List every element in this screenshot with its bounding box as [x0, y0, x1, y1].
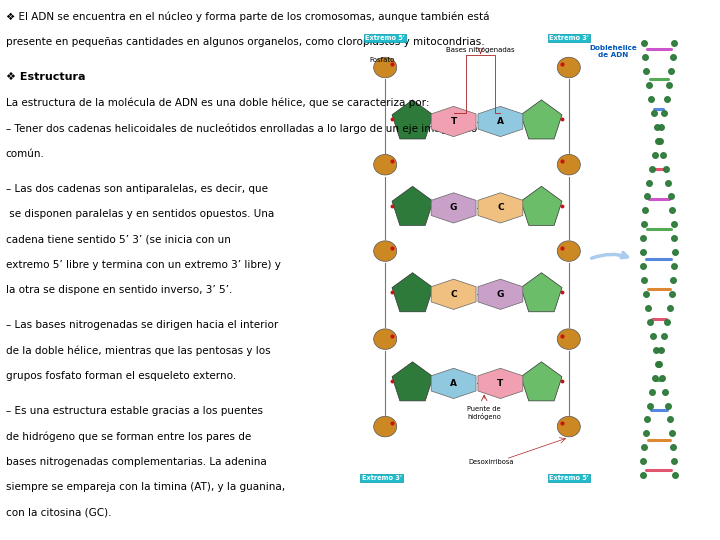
Ellipse shape [557, 241, 580, 261]
Text: Desoxirribosa: Desoxirribosa [469, 458, 514, 465]
Text: G: G [497, 290, 504, 299]
Polygon shape [521, 186, 562, 225]
Ellipse shape [374, 241, 397, 261]
Text: T: T [498, 379, 503, 388]
Text: T: T [451, 117, 456, 126]
Ellipse shape [374, 416, 397, 437]
Text: – Las dos cadenas son antiparalelas, es decir, que: – Las dos cadenas son antiparalelas, es … [6, 184, 268, 194]
Text: Extremo 3': Extremo 3' [361, 475, 402, 481]
Ellipse shape [374, 57, 397, 78]
Polygon shape [521, 273, 562, 312]
Text: presente en pequeñas cantidades en algunos organelos, como cloroplastos y mitoco: presente en pequeñas cantidades en algun… [6, 37, 485, 48]
Text: se disponen paralelas y en sentidos opuestos. Una: se disponen paralelas y en sentidos opue… [6, 209, 274, 219]
Text: G: G [450, 204, 457, 212]
Polygon shape [392, 362, 433, 401]
Text: siempre se empareja con la timina (AT), y la guanina,: siempre se empareja con la timina (AT), … [6, 482, 285, 492]
Text: ❖ Estructura: ❖ Estructura [6, 72, 85, 83]
Text: Bases nitrogenadas: Bases nitrogenadas [446, 46, 515, 53]
Text: grupos fosfato forman el esqueleto externo.: grupos fosfato forman el esqueleto exter… [6, 371, 236, 381]
Polygon shape [478, 106, 523, 137]
Text: extremo 5’ libre y termina con un extremo 3’ libre) y: extremo 5’ libre y termina con un extrem… [6, 260, 281, 270]
Text: Extremo 5': Extremo 5' [365, 35, 405, 41]
Text: de la doble hélice, mientras que las pentosas y los: de la doble hélice, mientras que las pen… [6, 346, 271, 356]
Text: de hidrógeno que se forman entre los pares de: de hidrógeno que se forman entre los par… [6, 431, 251, 442]
Text: la otra se dispone en sentido inverso, 3’ 5’.: la otra se dispone en sentido inverso, 3… [6, 285, 232, 295]
Ellipse shape [557, 416, 580, 437]
Text: Extremo 5': Extremo 5' [549, 475, 589, 481]
Text: cadena tiene sentido 5’ 3’ (se inicia con un: cadena tiene sentido 5’ 3’ (se inicia co… [6, 234, 230, 245]
Text: común.: común. [6, 148, 45, 159]
Polygon shape [431, 368, 476, 399]
Ellipse shape [557, 57, 580, 78]
Polygon shape [521, 100, 562, 139]
Ellipse shape [374, 154, 397, 175]
Text: A: A [497, 117, 504, 126]
Text: La estructura de la molécula de ADN es una doble hélice, que se caracteriza por:: La estructura de la molécula de ADN es u… [6, 98, 429, 108]
Text: – Las bases nitrogenadas se dirigen hacia el interior: – Las bases nitrogenadas se dirigen haci… [6, 320, 278, 330]
Polygon shape [431, 279, 476, 309]
Text: Fosfato: Fosfato [369, 57, 395, 64]
Polygon shape [431, 106, 476, 137]
Text: con la citosina (GC).: con la citosina (GC). [6, 508, 112, 518]
Text: A: A [450, 379, 457, 388]
Polygon shape [392, 186, 433, 225]
Polygon shape [392, 273, 433, 312]
Polygon shape [478, 193, 523, 223]
Ellipse shape [557, 329, 580, 349]
Text: ❖ El ADN se encuentra en el núcleo y forma parte de los cromosomas, aunque tambi: ❖ El ADN se encuentra en el núcleo y for… [6, 12, 490, 22]
Polygon shape [521, 362, 562, 401]
Ellipse shape [557, 154, 580, 175]
Text: – Es una estructura estable gracias a los puentes: – Es una estructura estable gracias a lo… [6, 406, 263, 416]
Text: C: C [450, 290, 457, 299]
Text: bases nitrogenadas complementarias. La adenina: bases nitrogenadas complementarias. La a… [6, 457, 266, 467]
Text: C: C [497, 204, 504, 212]
Polygon shape [392, 100, 433, 139]
Ellipse shape [374, 329, 397, 349]
Polygon shape [431, 193, 476, 223]
Text: Extremo 3': Extremo 3' [549, 35, 589, 41]
Text: Puente de
hidrógeno: Puente de hidrógeno [467, 406, 501, 420]
Polygon shape [478, 368, 523, 399]
Text: – Tener dos cadenas helicoidales de nucleótidos enrolladas a lo largo de un eje : – Tener dos cadenas helicoidales de nucl… [6, 123, 477, 133]
Text: Doblehelice
de ADN: Doblehelice de ADN [590, 45, 637, 58]
Polygon shape [478, 279, 523, 309]
